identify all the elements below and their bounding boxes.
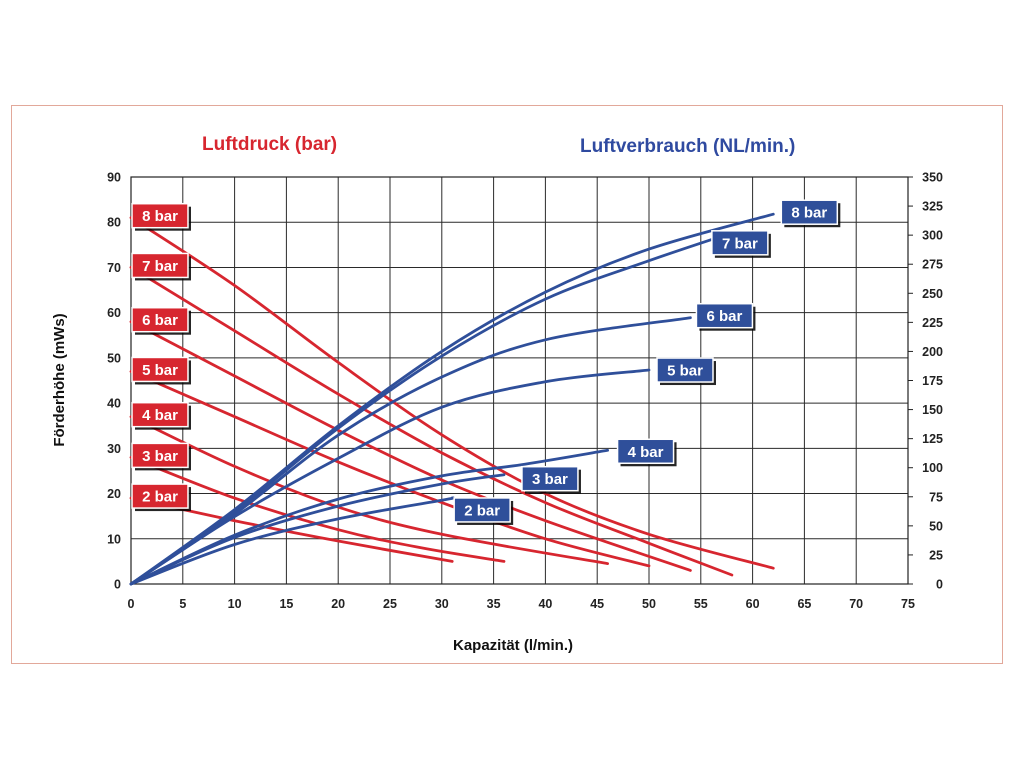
y2-tick-label: 250 [922, 287, 943, 301]
consumption-badge-text: 3 bar [532, 471, 568, 488]
pressure-line [129, 456, 506, 563]
x-tick-label: 55 [694, 597, 708, 611]
consumption-badge-text: 8 bar [791, 205, 827, 222]
pressure-badge: 8 bar [131, 202, 191, 231]
y2-tick-label: 100 [922, 461, 943, 475]
x-tick-label: 25 [383, 597, 397, 611]
y-tick-label: 10 [107, 532, 121, 546]
consumption-badge: 7 bar [711, 230, 771, 258]
pressure-badge: 5 bar [131, 356, 191, 385]
y-tick-label: 30 [107, 442, 121, 456]
consumption-line [129, 212, 775, 586]
pressure-badge-text: 6 bar [142, 312, 178, 329]
pressure-badge-text: 5 bar [142, 362, 178, 379]
x-tick-label: 45 [590, 597, 604, 611]
y2-tick-label: 200 [922, 345, 943, 359]
y-tick-label: 50 [107, 351, 121, 365]
pressure-badge: 7 bar [131, 252, 191, 281]
consumption-badge: 5 bar [656, 357, 716, 386]
y-tick-label: 0 [114, 578, 121, 592]
consumption-badge: 3 bar [521, 465, 581, 494]
pressure-badge: 2 bar [131, 483, 191, 512]
pressure-badge: 6 bar [131, 306, 191, 335]
x-tick-label: 70 [849, 597, 863, 611]
x-tick-label: 35 [487, 597, 501, 611]
pressure-badge-text: 3 bar [142, 448, 178, 465]
pressure-badge: 3 bar [131, 442, 191, 471]
y2-tick-label: 175 [922, 374, 943, 388]
y-tick-label: 70 [107, 261, 121, 275]
y-tick-label: 80 [107, 216, 121, 230]
x-tick-label: 20 [331, 597, 345, 611]
consumption-badge-text: 5 bar [667, 363, 703, 380]
y-tick-label: 40 [107, 397, 121, 411]
x-axis-title: Kapazität (l/min.) [453, 637, 573, 654]
y2-tick-label: 25 [929, 548, 943, 562]
y2-tick-label: 125 [922, 432, 943, 446]
x-tick-label: 75 [901, 597, 915, 611]
pressure-header: Luftdruck (bar) [202, 134, 337, 155]
consumption-badge: 4 bar [616, 438, 677, 467]
x-tick-label: 0 [128, 597, 135, 611]
pressure-badge-text: 2 bar [142, 489, 178, 506]
y2-tick-label: 325 [922, 200, 943, 214]
y2-tick-label: 300 [922, 229, 943, 243]
x-tick-label: 10 [228, 597, 242, 611]
y2-tick-label: 75 [929, 490, 943, 504]
pressure-badge-text: 4 bar [142, 407, 178, 424]
pressure-line [129, 216, 775, 570]
consumption-badge-text: 4 bar [628, 444, 664, 461]
x-tick-label: 65 [797, 597, 811, 611]
consumption-badge-text: 7 bar [722, 235, 758, 252]
x-tick-label: 15 [279, 597, 293, 611]
y-axis-title: Förderhöhe (mWs) [51, 313, 68, 446]
x-tick-label: 5 [179, 597, 186, 611]
series-lines [129, 212, 775, 586]
series-badges: 2 bar 3 bar 4 bar 5 bar 6 bar 7 bar 8 bar 2 bar… [131, 199, 841, 525]
y-tick-label: 90 [107, 171, 121, 185]
x-tick-label: 30 [435, 597, 449, 611]
y2-tick-label: 275 [922, 258, 943, 272]
consumption-badge-text: 2 bar [464, 502, 500, 519]
consumption-line [129, 231, 734, 586]
x-tick-label: 50 [642, 597, 656, 611]
consumption-badge-text: 6 bar [707, 308, 743, 325]
pressure-badge-text: 8 bar [142, 208, 178, 225]
pressure-line [129, 320, 692, 572]
y2-tick-label: 50 [929, 519, 943, 533]
y2-tick-label: 150 [922, 403, 943, 417]
consumption-badge: 2 bar [453, 497, 514, 525]
pressure-badge: 4 bar [131, 401, 191, 430]
consumption-line [129, 316, 692, 586]
y-tick-label: 20 [107, 487, 121, 501]
pressure-badge-text: 7 bar [142, 258, 178, 275]
x-tick-label: 60 [746, 597, 760, 611]
y2-tick-label: 0 [936, 578, 943, 592]
chart-frame [11, 105, 1003, 664]
y2-tick-label: 225 [922, 316, 943, 330]
consumption-header: Luftverbrauch (NL/min.) [580, 136, 795, 157]
x-tick-label: 40 [538, 597, 552, 611]
pressure-line [129, 266, 734, 577]
axis-ticks: 0 5 10 15 20 25 30 35 40 45 50 55 60 65 70 75 0 10 20 30 40 5… [107, 171, 943, 612]
y2-tick-label: 350 [922, 171, 943, 185]
consumption-badge: 6 bar [695, 302, 756, 331]
consumption-line [129, 448, 609, 586]
consumption-badge: 8 bar [780, 199, 841, 228]
pressure-line [129, 370, 651, 568]
y-tick-label: 60 [107, 306, 121, 320]
consumption-line [129, 496, 455, 586]
